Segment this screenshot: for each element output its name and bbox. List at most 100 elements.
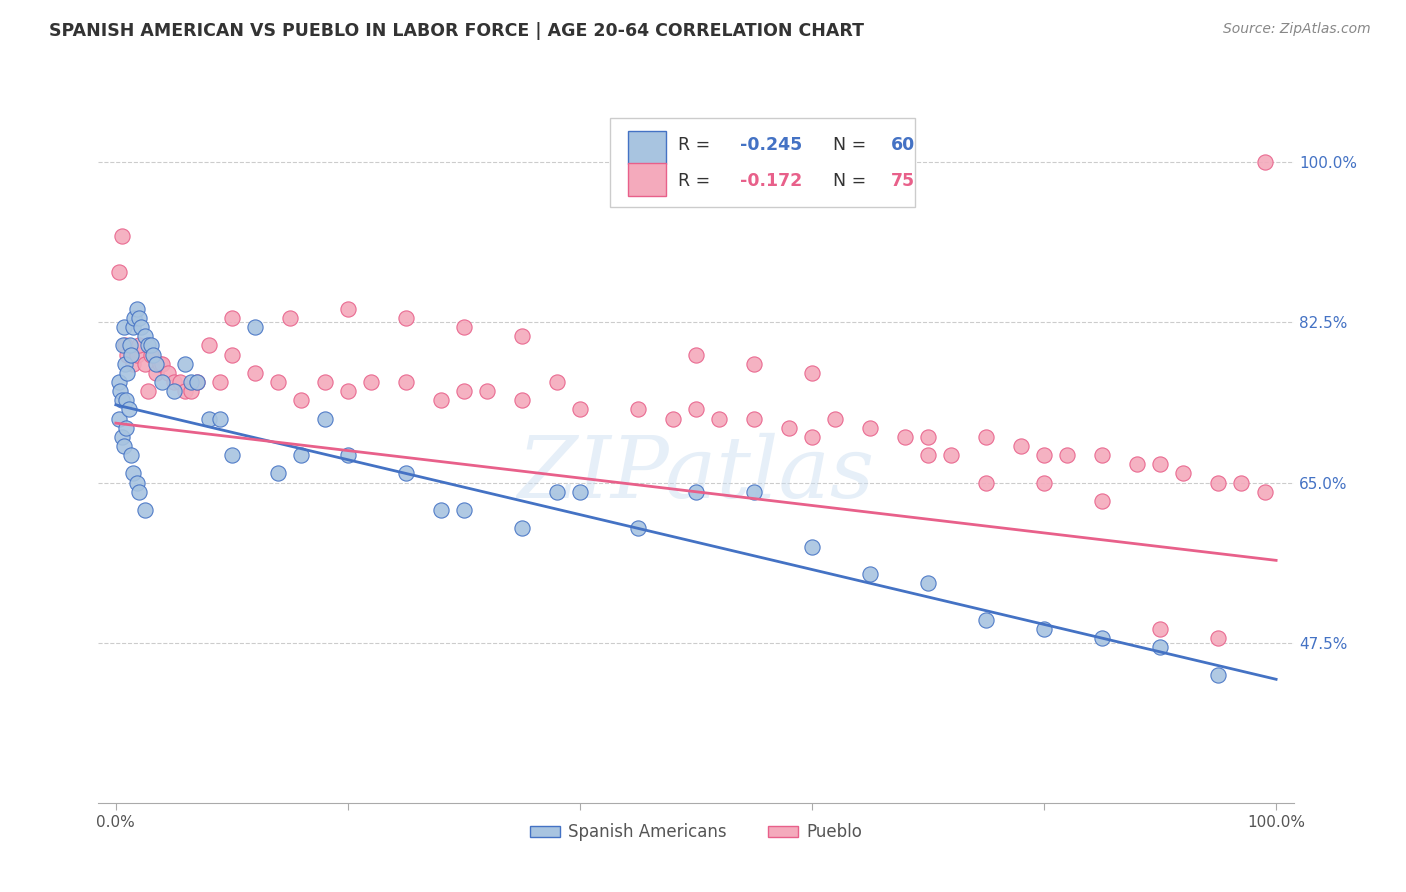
Point (243, 366, 266, 380)
Point (510, 521, 533, 535)
Point (120, 347, 142, 361)
Point (801, 366, 824, 380)
Point (546, 375, 568, 389)
Point (974, 430, 997, 444)
Point (1091, 494, 1114, 508)
Point (1206, 667, 1229, 681)
Point (475, 384, 498, 398)
Point (824, 411, 846, 425)
Point (778, 420, 800, 434)
Point (145, 366, 167, 380)
Point (186, 375, 208, 389)
Point (429, 503, 451, 517)
Point (142, 347, 165, 361)
Point (510, 329, 533, 343)
Text: SPANISH AMERICAN VS PUEBLO IN LABOR FORCE | AGE 20-64 CORRELATION CHART: SPANISH AMERICAN VS PUEBLO IN LABOR FORC… (49, 22, 865, 40)
Point (917, 576, 939, 591)
Point (1253, 155, 1275, 169)
Point (111, 393, 134, 408)
Point (336, 301, 359, 316)
Point (917, 448, 939, 462)
Point (742, 484, 765, 499)
Point (453, 503, 475, 517)
Point (917, 430, 939, 444)
Point (243, 320, 266, 334)
Point (122, 357, 145, 371)
Point (221, 448, 243, 462)
Point (1033, 622, 1056, 636)
Point (1033, 475, 1056, 490)
Text: Source: ZipAtlas.com: Source: ZipAtlas.com (1223, 22, 1371, 37)
Point (314, 375, 336, 389)
Point (859, 420, 882, 434)
Text: -0.245: -0.245 (740, 136, 803, 153)
Point (221, 347, 243, 361)
Point (894, 430, 917, 444)
Point (174, 357, 197, 371)
Point (453, 384, 475, 398)
Point (546, 484, 568, 499)
Point (128, 310, 150, 325)
Point (136, 384, 159, 398)
Point (290, 448, 312, 462)
Point (1149, 622, 1171, 636)
Point (169, 375, 191, 389)
Text: N =: N = (834, 171, 872, 189)
FancyBboxPatch shape (628, 131, 666, 164)
Point (122, 320, 145, 334)
Point (114, 357, 136, 371)
Point (163, 375, 186, 389)
FancyBboxPatch shape (628, 162, 666, 195)
Point (124, 310, 146, 325)
Point (1126, 458, 1149, 472)
Point (1206, 631, 1229, 645)
Point (859, 567, 882, 582)
Point (1206, 475, 1229, 490)
Point (974, 613, 997, 627)
Point (125, 301, 148, 316)
Point (267, 375, 290, 389)
Point (742, 357, 765, 371)
FancyBboxPatch shape (610, 118, 915, 207)
Point (122, 467, 145, 481)
Point (117, 347, 139, 361)
Point (267, 467, 290, 481)
Point (209, 411, 232, 425)
Legend: Spanish Americans, Pueblo: Spanish Americans, Pueblo (523, 817, 869, 848)
Point (111, 338, 134, 352)
Point (128, 338, 150, 352)
Point (742, 411, 765, 425)
Point (118, 338, 141, 352)
Point (1033, 448, 1056, 462)
Point (117, 366, 139, 380)
Point (128, 484, 150, 499)
Point (1091, 631, 1114, 645)
Point (139, 338, 162, 352)
Point (360, 375, 382, 389)
Text: R =: R = (678, 136, 716, 153)
Point (429, 393, 451, 408)
Point (120, 448, 142, 462)
Point (125, 475, 148, 490)
Point (627, 521, 650, 535)
Point (336, 384, 359, 398)
Point (1173, 467, 1195, 481)
Point (145, 357, 167, 371)
Point (290, 393, 312, 408)
Point (209, 375, 232, 389)
Point (108, 375, 131, 389)
Point (125, 347, 148, 361)
Text: ZIPatlas: ZIPatlas (517, 434, 875, 516)
Text: -0.172: -0.172 (740, 171, 803, 189)
Point (1149, 458, 1171, 472)
Text: 75: 75 (891, 171, 915, 189)
Point (395, 467, 418, 481)
Point (453, 320, 475, 334)
Point (941, 448, 963, 462)
Point (1149, 640, 1171, 655)
Point (150, 357, 173, 371)
Point (150, 375, 173, 389)
Point (801, 540, 824, 554)
Text: 60: 60 (891, 136, 915, 153)
Point (149, 357, 172, 371)
